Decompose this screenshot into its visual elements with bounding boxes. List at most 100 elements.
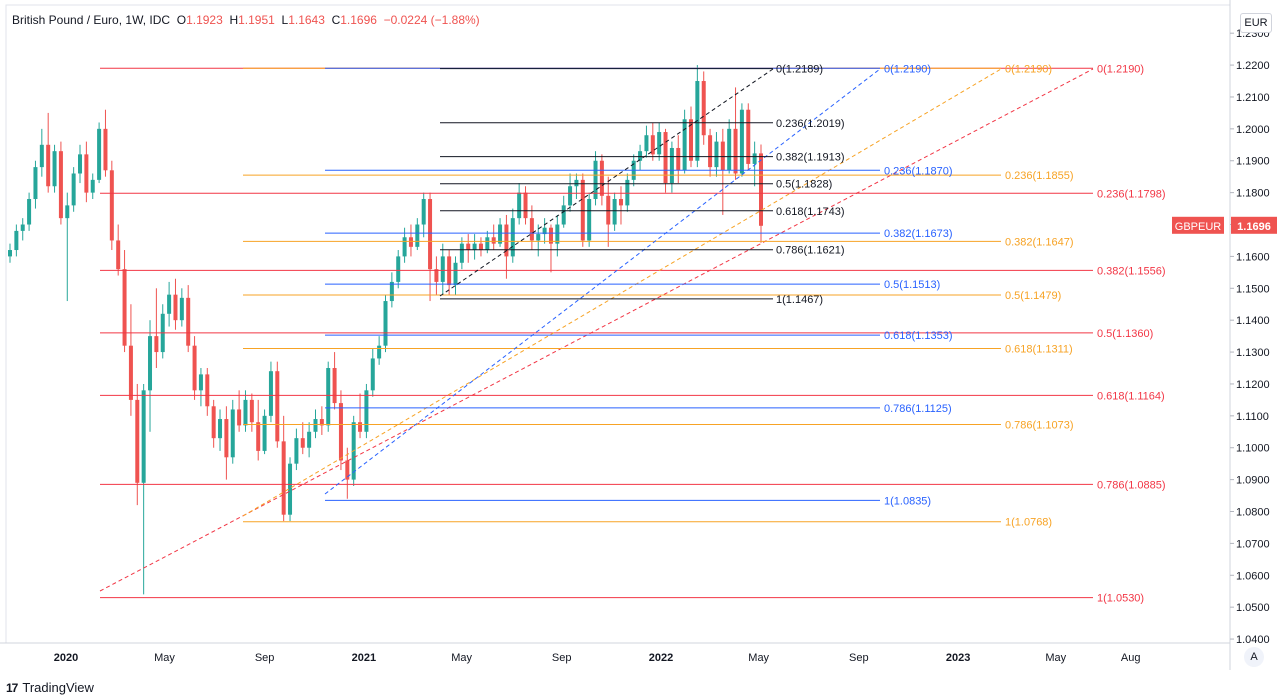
y-tick-label: 1.0900 — [1236, 475, 1270, 487]
candle-body — [307, 431, 312, 448]
candle-body — [580, 179, 585, 241]
candle-body — [625, 179, 630, 206]
x-tick-label: May — [748, 652, 769, 664]
candle-body — [733, 128, 738, 174]
candle-body — [517, 192, 522, 219]
y-tick-label: 1.1500 — [1236, 283, 1270, 295]
fib-trend-line — [99, 68, 1094, 592]
fib-level-label: 0.5(1.1360) — [1097, 328, 1153, 340]
y-tick-label: 1.2100 — [1236, 92, 1270, 104]
fib-level-label: 1(1.0530) — [1097, 593, 1144, 605]
candle-body — [128, 345, 133, 400]
fib-level-label: 0.786(1.1125) — [884, 403, 952, 415]
high-value: 1.1951 — [238, 13, 275, 27]
candle-body — [281, 441, 286, 515]
candle-body — [408, 237, 413, 247]
candle-body — [612, 199, 617, 225]
open-label: O — [176, 13, 187, 27]
candle-body — [568, 186, 573, 206]
fib-level-label: 0.236(1.1798) — [1097, 188, 1166, 200]
candle-body — [669, 147, 674, 184]
fib-level-label: 0.236(1.1855) — [1005, 170, 1074, 182]
candle-body — [593, 160, 598, 200]
candle-body — [676, 147, 681, 171]
y-tick-label: 1.1800 — [1236, 188, 1270, 200]
candle-body — [141, 390, 146, 483]
candle-body — [268, 371, 273, 416]
candle-body — [606, 195, 611, 225]
candle-body — [555, 224, 560, 244]
candle-body — [90, 179, 95, 193]
auto-scale-button[interactable]: A — [1244, 647, 1264, 667]
candle-body — [154, 336, 159, 353]
candle-body — [714, 141, 719, 168]
candle-body — [421, 199, 426, 225]
candle-body — [71, 173, 76, 206]
fib-level-label: 0(1.2189) — [776, 64, 823, 76]
candle-body — [478, 243, 483, 251]
y-tick-label: 1.1600 — [1236, 251, 1270, 263]
candle-body — [663, 132, 668, 184]
candle-body — [536, 234, 541, 241]
y-tick-label: 1.2200 — [1236, 60, 1270, 72]
fib-level-label: 0(1.2190) — [1097, 63, 1144, 75]
fib-level-label: 0.382(1.1673) — [884, 228, 953, 240]
candle-body — [275, 371, 280, 442]
x-tick-label: Aug — [1121, 652, 1141, 664]
y-tick-label: 1.1400 — [1236, 315, 1270, 327]
currency-button[interactable]: EUR — [1240, 13, 1272, 33]
y-tick-label: 1.1100 — [1236, 411, 1269, 423]
candle-body — [358, 422, 363, 432]
x-tick-label: Sep — [552, 652, 572, 664]
y-tick-label: 1.0400 — [1236, 634, 1270, 646]
low-value: 1.1643 — [288, 13, 325, 27]
y-tick-label: 1.0500 — [1236, 602, 1270, 614]
candle-body — [701, 81, 706, 136]
candle-body — [20, 224, 25, 231]
y-tick-label: 1.1900 — [1236, 156, 1270, 168]
candle-body — [415, 224, 420, 247]
high-label: H — [229, 13, 239, 27]
fib-level-label: 1(1.1467) — [776, 294, 823, 306]
candle-body — [644, 135, 649, 152]
candle-body — [198, 374, 203, 391]
fib-level-label: 0.382(1.1647) — [1005, 236, 1074, 248]
fib-level-label: 0.786(1.0885) — [1097, 479, 1166, 491]
candle-body — [682, 119, 687, 171]
tradingview-brand[interactable]: 17 TradingView — [6, 680, 94, 695]
fib-level-label: 0.382(1.1556) — [1097, 265, 1166, 277]
fib-level-label: 0.236(1.2019) — [776, 118, 845, 130]
symbol-badge-label: GBPEUR — [1175, 221, 1222, 233]
candle-body — [345, 460, 350, 480]
candle-body — [179, 297, 184, 321]
candle-body — [237, 409, 242, 426]
tradingview-logo-icon: 17 — [6, 680, 18, 695]
fib-retracement-2: 0(1.2190) 0.236(1.1855) 0.382(1.1647) 0.5(1… — [242, 63, 1074, 529]
candle-body — [103, 128, 108, 171]
candle-body — [332, 368, 337, 404]
candle-body — [459, 243, 464, 263]
candle-body — [402, 237, 407, 257]
candle-body — [618, 199, 623, 206]
candle-body — [746, 109, 751, 164]
candle-body — [504, 224, 509, 257]
candle-body — [192, 345, 197, 391]
candle-body — [523, 192, 528, 219]
candle-body — [491, 237, 496, 244]
fib-retracement-4: 0(1.2189) 0.236(1.2019) 0.382(1.1913) 0.5(1… — [439, 64, 845, 306]
close-label: C — [331, 13, 341, 27]
candle-body — [657, 132, 662, 155]
close-value: 1.1696 — [340, 13, 377, 27]
candle-body — [485, 237, 490, 251]
candle-body — [211, 406, 216, 439]
x-tick-label: May — [1045, 652, 1066, 664]
candle-body — [440, 256, 445, 282]
candle-body — [319, 419, 324, 426]
fib-level-label: 0.5(1.1513) — [884, 279, 940, 291]
last-price-label: 1.1696 — [1237, 221, 1271, 233]
candle-body — [52, 151, 57, 187]
candle-body — [243, 399, 248, 426]
candle-body — [33, 167, 38, 200]
candle-body — [58, 151, 63, 219]
